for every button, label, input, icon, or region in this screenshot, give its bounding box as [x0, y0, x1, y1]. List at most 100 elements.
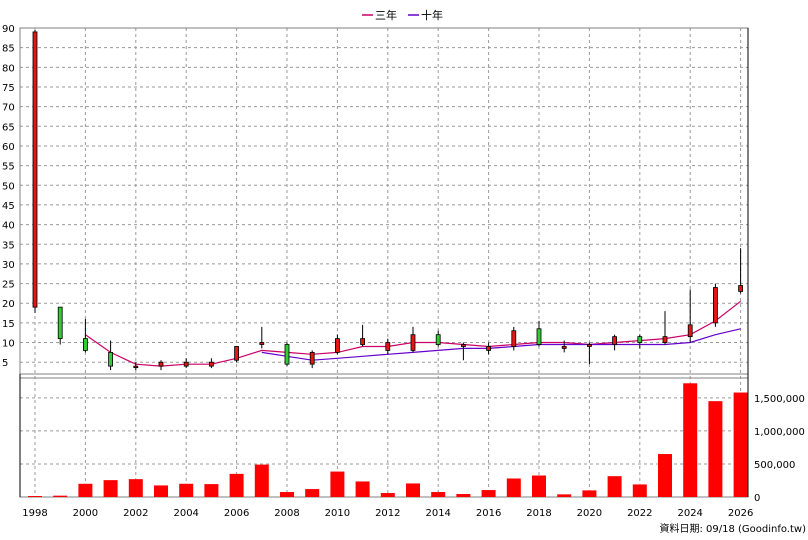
volume-bar — [733, 392, 748, 497]
candle-body — [587, 344, 592, 347]
volume-bar — [154, 485, 168, 497]
price-tick-label: 75 — [2, 83, 15, 94]
candle-body — [612, 336, 617, 345]
volume-bar — [708, 401, 723, 497]
year-tick-label: 1998 — [22, 508, 47, 519]
year-tick-label: 2016 — [476, 508, 501, 519]
volume-bar — [179, 483, 194, 497]
year-tick-label: 2018 — [526, 508, 551, 519]
candle-body — [259, 342, 265, 345]
volume-bar — [128, 479, 143, 497]
price-tick-label: 10 — [2, 339, 15, 350]
year-tick-label: 2000 — [73, 508, 98, 519]
candles — [32, 29, 743, 371]
legend: 三年 十年 — [362, 8, 443, 22]
legend-label-ten-year: 十年 — [421, 8, 443, 22]
candle-body — [133, 365, 139, 369]
year-tick-label: 2012 — [375, 508, 400, 519]
volume-bar — [506, 478, 521, 497]
candle-body — [208, 361, 214, 367]
candle-body — [486, 346, 492, 351]
candle-body — [637, 336, 643, 343]
candle-body — [738, 285, 743, 292]
candle-body — [183, 361, 189, 367]
year-tick-label: 2004 — [173, 508, 198, 519]
price-tick-label: 5 — [2, 358, 8, 369]
volume-bar — [632, 484, 647, 497]
candle-body — [309, 351, 315, 365]
year-tick-label: 2006 — [224, 508, 249, 519]
volume-bar — [280, 492, 294, 497]
year-tick-label: 2002 — [123, 508, 148, 519]
volume-bar — [406, 483, 420, 497]
volume-bar — [78, 483, 93, 497]
candle-body — [410, 334, 416, 351]
volume-bar — [481, 490, 496, 497]
price-tick-label: 20 — [2, 299, 15, 310]
candle-body — [536, 328, 542, 345]
candle-body — [360, 338, 366, 345]
volume-bar — [103, 480, 118, 497]
candle-body — [385, 342, 391, 351]
volume-bar — [532, 475, 546, 497]
volume-bar — [254, 464, 269, 497]
volume-bar — [607, 476, 622, 497]
volume-tick-label: 500,000 — [754, 460, 795, 471]
volume-bar — [658, 454, 672, 497]
year-tick-label: 2010 — [325, 508, 350, 519]
volume-bar — [204, 484, 219, 497]
price-tick-label: 30 — [2, 260, 15, 271]
volume-bar — [582, 490, 597, 497]
volume-bar — [557, 494, 572, 497]
year-tick-label: 2026 — [728, 508, 753, 519]
volume-bar — [431, 492, 446, 497]
price-tick-label: 35 — [2, 240, 15, 251]
candle-body — [57, 306, 63, 340]
year-tick-label: 2022 — [627, 508, 652, 519]
price-tick-label: 25 — [2, 280, 15, 291]
candle-body — [158, 361, 164, 367]
candle-body — [32, 31, 38, 308]
source-label: 資料日期: 09/18 (Goodinfo.tw) — [659, 522, 806, 535]
price-tick-label: 70 — [2, 103, 15, 114]
year-tick-label: 2014 — [425, 508, 450, 519]
volume-bar — [330, 471, 345, 497]
volume-bars — [28, 383, 748, 498]
volume-bar — [53, 495, 68, 497]
candle-body — [435, 334, 441, 345]
year-tick-label: 2020 — [577, 508, 602, 519]
volume-bar — [683, 383, 698, 497]
legend-label-three-year: 三年 — [375, 8, 397, 22]
candle-body — [561, 346, 567, 349]
candle-body — [713, 287, 718, 324]
candle-body — [511, 330, 517, 347]
axes: 5 10 15 20 25 30 35 40 45 50 55 60 65 70 75 80 85 90 0 500,… — [2, 24, 805, 519]
price-tick-label: 90 — [2, 24, 15, 35]
moving-average-line — [261, 328, 741, 361]
price-tick-label: 80 — [2, 63, 15, 74]
volume-tick-label: 1,000,000 — [754, 427, 805, 438]
volume-bar — [229, 473, 244, 497]
candle-body — [284, 344, 290, 365]
volume-tick-label: 1,500,000 — [754, 394, 805, 405]
candle-body — [234, 346, 240, 361]
price-tick-label: 50 — [2, 181, 15, 192]
candle-body — [687, 324, 693, 338]
volume-tick-label: 0 — [754, 493, 760, 504]
year-tick-label: 2008 — [274, 508, 299, 519]
year-tick-label: 2024 — [677, 508, 702, 519]
price-tick-label: 45 — [2, 201, 15, 212]
volume-bar — [380, 493, 395, 497]
price-tick-label: 65 — [2, 122, 15, 133]
volume-bar — [28, 496, 42, 498]
price-tick-label: 55 — [2, 162, 15, 173]
volume-bar — [305, 489, 320, 497]
candle-body — [83, 338, 88, 351]
volume-bar — [456, 494, 471, 497]
price-tick-label: 15 — [2, 319, 15, 330]
candle-body — [108, 351, 113, 367]
price-tick-label: 40 — [2, 221, 15, 232]
price-tick-label: 85 — [2, 44, 15, 55]
candle-body — [460, 344, 466, 347]
